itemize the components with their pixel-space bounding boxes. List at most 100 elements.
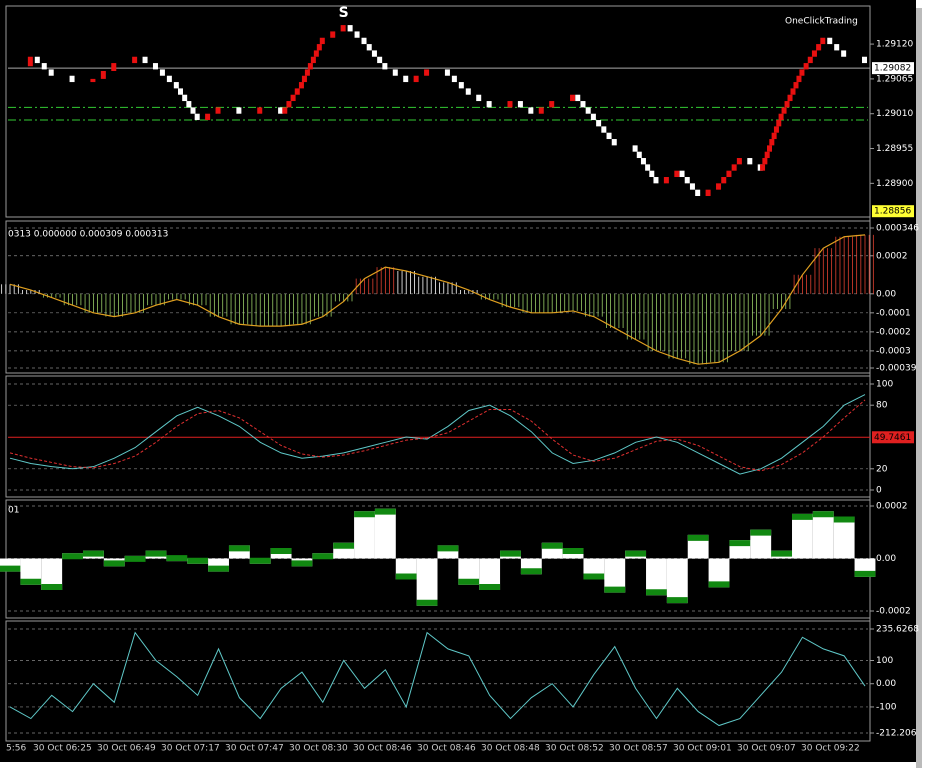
x-tick-label: 30 Oct 07:17 <box>161 744 220 754</box>
y-tick-label: 0 <box>876 486 882 496</box>
renko-brick <box>340 25 346 32</box>
y-tick-label: 0.0002 <box>876 251 908 261</box>
signal-line <box>9 234 866 365</box>
renko-brick <box>841 50 847 57</box>
renko-brick <box>286 101 292 108</box>
histogram-bar <box>479 558 501 590</box>
renko-brick <box>310 56 316 64</box>
histogram-cap <box>458 578 480 585</box>
renko-brick <box>27 56 33 67</box>
renko-brick <box>716 183 722 190</box>
renko-brick <box>173 82 179 89</box>
x-tick-label: 30 Oct 09:01 <box>673 744 732 754</box>
histogram-cap <box>854 570 876 577</box>
renko-brick <box>731 164 737 171</box>
renko-brick <box>361 37 367 45</box>
renko-brick <box>580 101 586 108</box>
renko-brick <box>736 158 742 165</box>
renko-brick <box>476 94 482 102</box>
renko-brick <box>549 101 555 108</box>
histogram-cap <box>687 534 709 541</box>
renko-brick <box>190 107 196 114</box>
renko-brick <box>796 75 802 83</box>
y-tick-label: 80 <box>876 401 888 411</box>
level-label: 49.7461 <box>874 433 911 443</box>
histogram-bar <box>416 558 438 606</box>
renko-brick <box>257 107 263 114</box>
y-tick-label: 235.6268 <box>876 625 919 635</box>
histogram-cap <box>20 578 42 585</box>
window-shadow <box>916 8 922 768</box>
histogram-bar <box>666 558 688 604</box>
histogram-cap <box>771 550 793 557</box>
renko-brick <box>689 183 695 190</box>
renko-brick <box>236 107 242 114</box>
y-tick-label: -100 <box>876 702 897 712</box>
x-tick-label: 30 Oct 08:46 <box>353 744 412 754</box>
renko-brick <box>205 113 211 121</box>
renko-brick <box>486 101 492 108</box>
x-tick-label: 30 Oct 08:52 <box>545 744 604 754</box>
y-tick-label: -0.00039 <box>876 364 917 374</box>
x-tick-label: 30 Oct 08:57 <box>609 744 668 754</box>
histogram-cap <box>625 550 647 557</box>
histogram-cap <box>604 586 626 593</box>
renko-brick <box>811 50 817 57</box>
renko-brick <box>132 56 138 64</box>
renko-brick <box>278 107 284 114</box>
histogram-cap <box>500 550 521 557</box>
renko-brick <box>69 75 75 83</box>
renko-brick <box>781 107 787 114</box>
chart-background <box>0 0 916 762</box>
histogram-cap <box>833 516 855 523</box>
renko-brick <box>776 120 782 127</box>
renko-brick <box>645 164 651 171</box>
renko-brick <box>760 164 766 171</box>
x-tick-label: 5:56 <box>6 744 26 754</box>
histogram-cap <box>228 545 250 552</box>
histogram-bar <box>646 558 667 596</box>
histogram-cap <box>646 589 667 596</box>
indicator-line <box>9 631 866 727</box>
renko-brick <box>304 69 310 76</box>
renko-brick <box>601 126 607 133</box>
renko-brick <box>307 63 313 70</box>
renko-brick <box>528 107 534 114</box>
renko-brick <box>827 37 833 45</box>
marker-label: 1.28856 <box>874 207 911 217</box>
renko-brick <box>787 94 793 102</box>
histogram-cap <box>708 581 730 588</box>
histogram-cap <box>750 529 772 536</box>
renko-brick <box>392 69 398 76</box>
renko-brick <box>178 88 183 95</box>
signal-marker: S <box>339 5 349 21</box>
renko-brick <box>517 101 523 108</box>
renko-brick <box>382 63 388 70</box>
histogram-cap <box>270 548 292 554</box>
renko-brick <box>862 56 867 64</box>
brand-label: OneClickTrading <box>785 17 858 27</box>
renko-brick <box>793 82 799 89</box>
renko-brick <box>762 158 768 165</box>
y-tick-label: 100 <box>876 656 893 666</box>
renko-brick <box>371 50 377 57</box>
renko-brick <box>590 113 596 121</box>
price-box <box>872 62 914 75</box>
histogram-bar <box>750 529 772 559</box>
histogram-cap <box>249 557 271 564</box>
y-tick-label: 0.00 <box>876 554 896 564</box>
histogram-cap <box>41 584 63 590</box>
renko-brick <box>111 63 117 71</box>
renko-brick <box>721 177 727 184</box>
histogram-cap <box>187 557 209 564</box>
renko-brick <box>585 107 591 114</box>
renko-brick <box>807 56 813 64</box>
renko-brick <box>803 63 809 70</box>
renko-brick <box>663 177 669 184</box>
histogram-cap <box>103 560 125 567</box>
renko-brick <box>194 113 200 121</box>
y-tick-label: 0.00 <box>876 289 896 299</box>
renko-brick <box>465 88 471 95</box>
renko-brick <box>366 44 372 51</box>
